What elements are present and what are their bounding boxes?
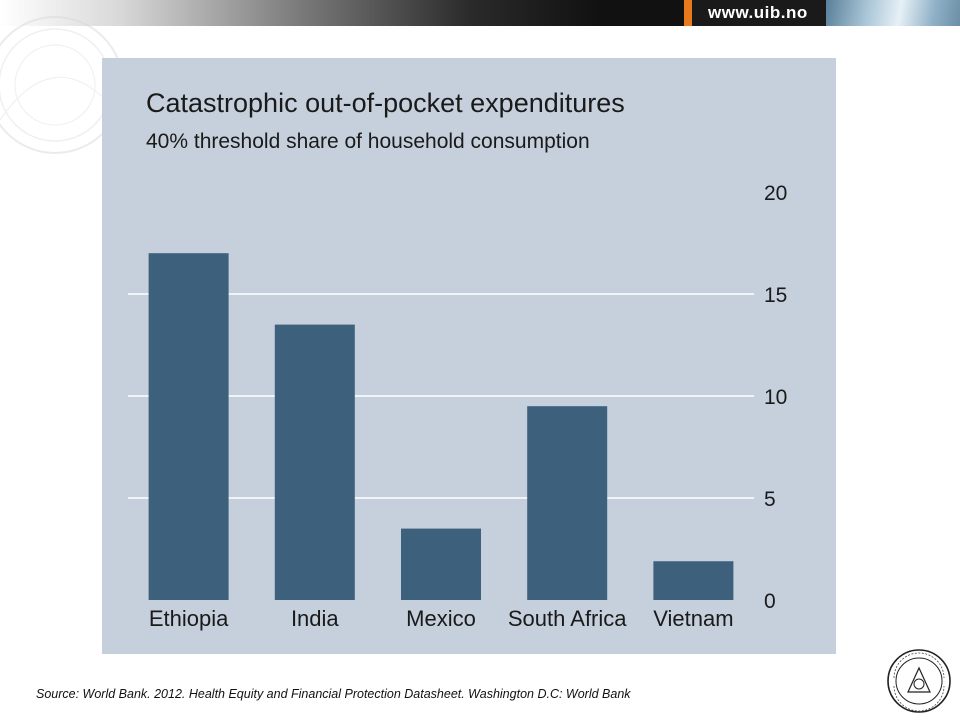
bar <box>148 253 229 600</box>
bar <box>274 324 355 600</box>
banner-accent <box>684 0 692 26</box>
chart-subtitle: 40% threshold share of household consump… <box>146 130 590 153</box>
banner-photo <box>826 0 960 26</box>
x-tick-label: Vietnam <box>653 606 733 631</box>
bar-chart: 0 5 10 15 20 Ethiopia India Mexico South Africa V… <box>128 182 787 631</box>
x-tick-label: South Africa <box>508 606 627 631</box>
source-citation: Source: World Bank. 2012. Health Equity … <box>36 687 631 701</box>
chart-title: Catastrophic out-of-pocket expenditures <box>146 88 625 118</box>
y-tick-label: 0 <box>764 590 776 613</box>
banner-url-box <box>692 0 826 26</box>
banner-url[interactable]: www.uib.no <box>708 3 808 22</box>
x-tick-label: Ethiopia <box>149 606 229 631</box>
y-tick-label: 10 <box>764 386 787 409</box>
x-tick-label: Mexico <box>406 606 476 631</box>
y-tick-label: 5 <box>764 488 776 511</box>
chart-panel: Catastrophic out-of-pocket expenditures … <box>102 58 836 654</box>
y-tick-label: 15 <box>764 284 787 307</box>
bar <box>653 561 734 600</box>
x-tick-label: India <box>291 606 339 631</box>
bar <box>401 528 481 600</box>
y-tick-label: 20 <box>764 182 787 205</box>
university-seal-icon <box>887 649 951 713</box>
bar <box>527 406 608 600</box>
